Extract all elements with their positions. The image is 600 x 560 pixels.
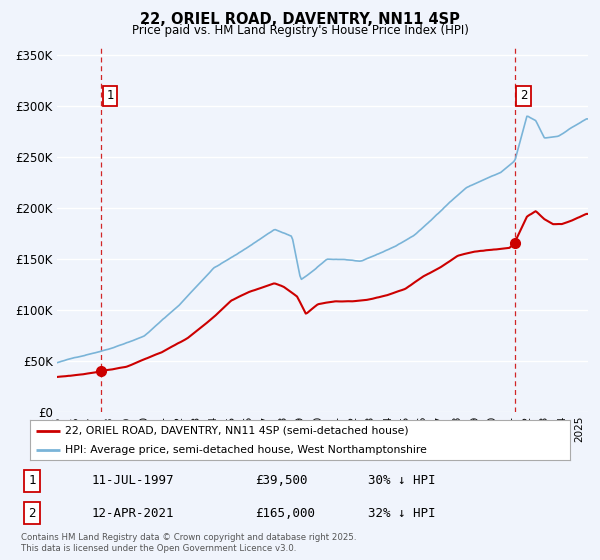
Text: HPI: Average price, semi-detached house, West Northamptonshire: HPI: Average price, semi-detached house,… xyxy=(65,445,427,455)
Text: 12-APR-2021: 12-APR-2021 xyxy=(91,507,174,520)
Text: £39,500: £39,500 xyxy=(255,474,307,487)
Text: 22, ORIEL ROAD, DAVENTRY, NN11 4SP: 22, ORIEL ROAD, DAVENTRY, NN11 4SP xyxy=(140,12,460,27)
Text: 1: 1 xyxy=(106,89,114,102)
Text: 11-JUL-1997: 11-JUL-1997 xyxy=(91,474,174,487)
Text: 22, ORIEL ROAD, DAVENTRY, NN11 4SP (semi-detached house): 22, ORIEL ROAD, DAVENTRY, NN11 4SP (semi… xyxy=(65,426,409,436)
Text: Price paid vs. HM Land Registry's House Price Index (HPI): Price paid vs. HM Land Registry's House … xyxy=(131,24,469,36)
Text: 1: 1 xyxy=(28,474,36,487)
Text: Contains HM Land Registry data © Crown copyright and database right 2025.
This d: Contains HM Land Registry data © Crown c… xyxy=(21,533,356,553)
Text: 32% ↓ HPI: 32% ↓ HPI xyxy=(368,507,435,520)
Text: 30% ↓ HPI: 30% ↓ HPI xyxy=(368,474,435,487)
Text: £165,000: £165,000 xyxy=(255,507,315,520)
Text: 2: 2 xyxy=(28,507,36,520)
Text: 2: 2 xyxy=(520,89,527,102)
